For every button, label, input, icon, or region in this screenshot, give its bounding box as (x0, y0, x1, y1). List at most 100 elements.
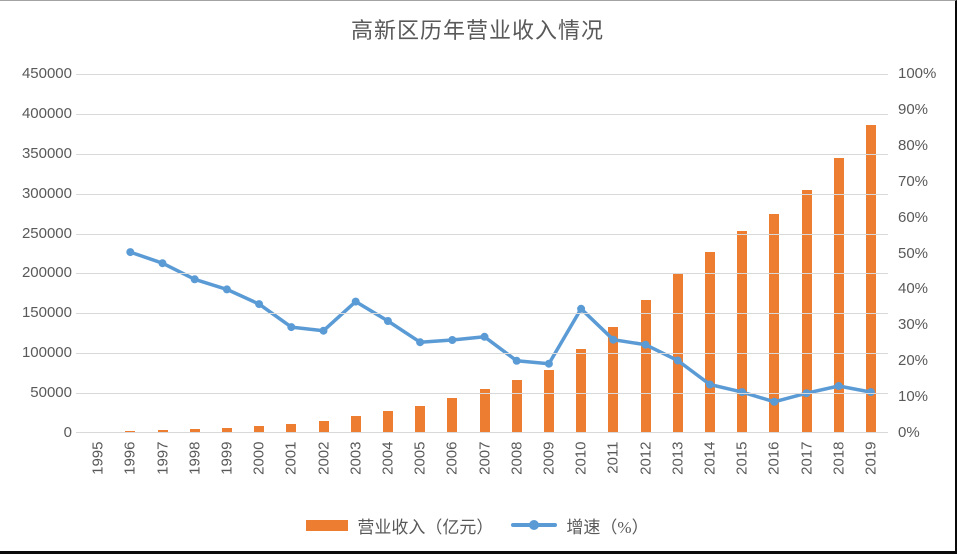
gridline (76, 234, 888, 235)
growth-line-point (383, 317, 392, 325)
growth-line-point (255, 300, 264, 309)
growth-line-point (190, 275, 199, 284)
x-axis-label: 2008 (508, 441, 526, 475)
x-axis-label: 2018 (830, 441, 848, 475)
growth-line-point (673, 356, 682, 365)
growth-line-point (448, 336, 457, 344)
revenue-bar (737, 231, 748, 433)
bar-series-swatch-icon (306, 519, 349, 531)
growth-line-point (319, 326, 328, 335)
y-axis-right-label: 20% (898, 352, 929, 370)
growth-line-point (480, 332, 489, 341)
growth-line-point (158, 259, 167, 268)
line-series-marker-icon (529, 520, 540, 530)
line-series-swatch-icon (511, 520, 558, 530)
gridline (76, 432, 888, 433)
revenue-bar (801, 190, 812, 433)
x-axis-label: 2004 (379, 441, 397, 475)
y-axis-left-label: 350000 (21, 144, 72, 162)
y-axis-right-label: 30% (898, 316, 929, 334)
x-axis-label: 2009 (540, 441, 558, 475)
y-axis-left-label: 300000 (21, 184, 72, 202)
growth-line-point (641, 340, 650, 349)
growth-line-point (126, 248, 135, 257)
y-axis-right-label: 70% (898, 172, 929, 190)
growth-line-point (609, 335, 618, 344)
gridline (76, 273, 888, 274)
revenue-bar (640, 300, 651, 433)
revenue-bar (382, 411, 393, 433)
x-axis-label: 2002 (315, 441, 332, 475)
revenue-bar (447, 398, 458, 433)
growth-line-point (705, 380, 714, 389)
gridline (76, 353, 888, 354)
revenue-bar (865, 125, 876, 433)
x-axis-label: 2017 (798, 441, 815, 475)
x-axis-label: 2010 (572, 441, 590, 475)
x-axis-label: 2003 (347, 441, 365, 475)
growth-line-point (770, 397, 779, 406)
y-axis-left-label: 250000 (21, 224, 72, 242)
revenue-bar (833, 158, 844, 433)
growth-line-point (834, 382, 843, 390)
legend-label-growth: 增速（%） (566, 517, 649, 537)
y-axis-right-label: 0% (898, 424, 920, 441)
x-axis-label: 1995 (89, 441, 107, 475)
x-axis-label: 2015 (733, 441, 751, 475)
revenue-bar (221, 428, 232, 433)
revenue-bar (157, 430, 168, 433)
series-layer (76, 74, 888, 433)
x-axis-label: 2007 (476, 441, 493, 475)
legend-label-revenue: 营业收入（亿元） (357, 517, 494, 537)
gridline (76, 154, 888, 155)
growth-line-point (577, 304, 586, 313)
x-axis-label: 1996 (121, 441, 139, 475)
legend: 营业收入（亿元） 增速（%） (0, 512, 955, 538)
y-axis-left-label: 450000 (21, 65, 72, 82)
legend-item-growth: 增速（%） (511, 513, 649, 538)
growth-line-point (416, 338, 425, 347)
x-axis-label: 1997 (154, 441, 171, 475)
gridline (76, 393, 888, 394)
y-axis-left-label: 200000 (21, 264, 72, 282)
plot-area (76, 74, 888, 433)
growth-line-point (287, 323, 296, 332)
revenue-bar (254, 426, 265, 433)
revenue-bar (543, 370, 554, 433)
revenue-bar (769, 214, 780, 433)
y-axis-right-label: 90% (898, 100, 929, 118)
revenue-bar (286, 424, 297, 433)
x-axis-label: 2005 (411, 441, 429, 475)
y-axis-left-label: 0 (63, 424, 72, 441)
growth-line-point (738, 388, 747, 397)
revenue-bar (318, 421, 329, 433)
chart-title: 高新区历年营业收入情况 (350, 18, 604, 43)
growth-line-svg (126, 248, 875, 406)
x-axis-label: 2019 (862, 441, 880, 475)
gridline (76, 114, 888, 115)
y-axis-left-label: 400000 (21, 104, 72, 122)
y-axis-right-label: 50% (898, 244, 929, 262)
y-axis-left-label: 150000 (21, 304, 72, 322)
x-axis-label: 2012 (637, 441, 654, 475)
growth-line-path (128, 250, 873, 404)
revenue-bar (350, 416, 361, 433)
revenue-bar (415, 406, 426, 433)
growth-line-point (351, 297, 360, 306)
gridline (76, 194, 888, 195)
revenue-bar (479, 389, 490, 433)
y-axis-right-label: 40% (898, 280, 929, 298)
gridline (76, 74, 888, 75)
x-axis-label: 2014 (701, 441, 719, 475)
growth-line-point (222, 285, 231, 294)
x-axis-label: 2000 (250, 441, 268, 475)
growth-line-point (866, 388, 875, 397)
y-axis-right-label: 10% (898, 388, 929, 406)
x-axis-label: 2013 (669, 441, 687, 475)
revenue-bar (189, 429, 200, 433)
y-axis-right-label: 80% (898, 136, 929, 154)
legend-item-revenue: 营业收入（亿元） (306, 513, 493, 538)
growth-line-point (512, 356, 521, 365)
gridline (76, 313, 888, 314)
y-axis-right-label: 100% (898, 65, 937, 82)
